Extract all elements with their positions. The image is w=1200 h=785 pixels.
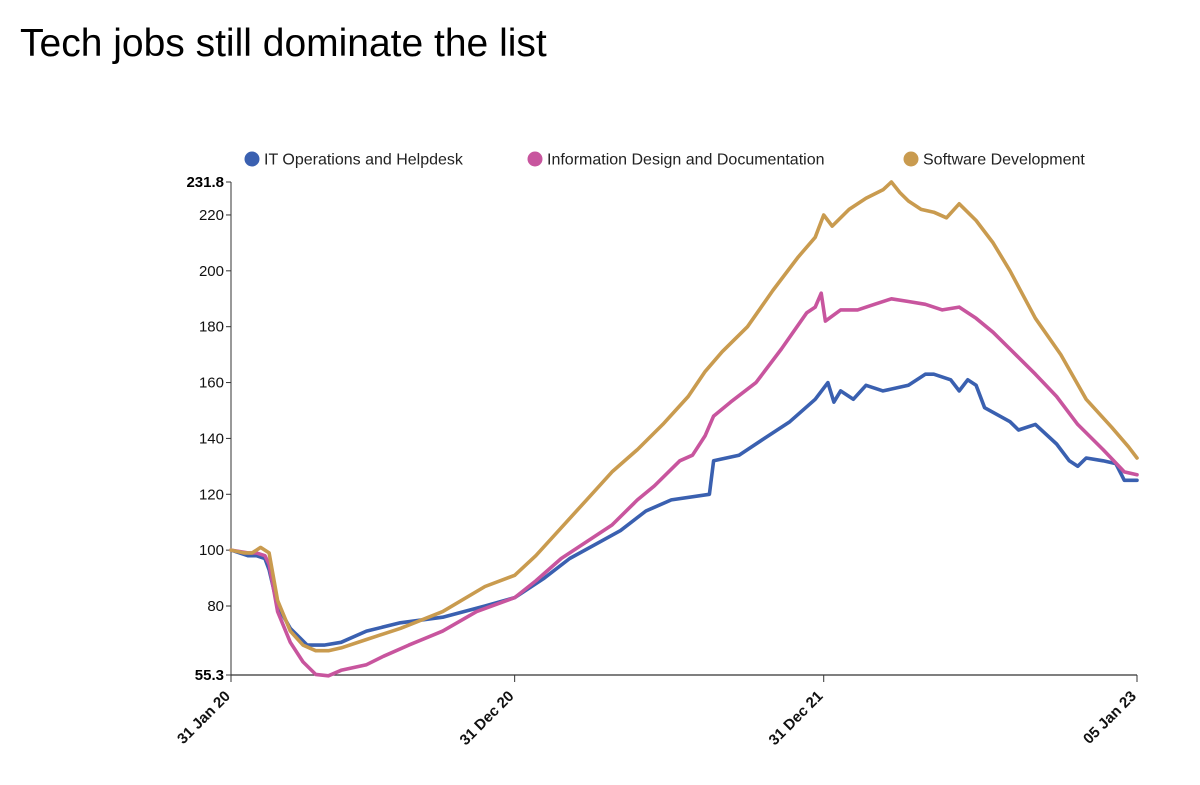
y-tick-label: 80 bbox=[207, 598, 224, 615]
y-tick-label: 160 bbox=[199, 375, 224, 392]
legend: IT Operations and Helpdesk Information De… bbox=[244, 151, 1085, 169]
y-tick-label: 200 bbox=[199, 263, 224, 280]
series-line-information-design-and-documentation bbox=[229, 291, 1139, 678]
y-tick-label: 140 bbox=[199, 430, 224, 447]
chart-title: Tech jobs still dominate the list bbox=[20, 22, 547, 65]
legend-marker-it-operations-and-helpdesk bbox=[244, 151, 260, 167]
plot-area bbox=[229, 180, 1139, 678]
y-axis: 80 100 120 140 160 180 200 220 231.8 55.3 bbox=[186, 174, 232, 684]
series-line-software-development bbox=[229, 180, 1139, 653]
y-tick-label: 180 bbox=[199, 319, 224, 336]
x-tick-label: 05 Jan 23 bbox=[1080, 688, 1140, 748]
y-tick-label: 120 bbox=[199, 486, 224, 503]
legend-marker-software-development bbox=[903, 151, 919, 167]
legend-marker-information-design-and-documentation bbox=[527, 151, 543, 167]
x-tick-label: 31 Dec 20 bbox=[457, 688, 518, 749]
y-tick-label: 100 bbox=[199, 542, 224, 559]
y-max-label: 231.8 bbox=[186, 174, 224, 191]
x-tick-label: 31 Jan 20 bbox=[174, 688, 234, 748]
y-min-label: 55.3 bbox=[195, 667, 224, 684]
x-axis: 31 Jan 20 31 Dec 20 31 Dec 21 05 Jan 23 bbox=[174, 674, 1140, 749]
y-tick-label: 220 bbox=[199, 207, 224, 224]
legend-label-information-design-and-documentation: Information Design and Documentation bbox=[547, 152, 825, 169]
legend-label-it-operations-and-helpdesk: IT Operations and Helpdesk bbox=[264, 152, 464, 169]
legend-label-software-development: Software Development bbox=[923, 152, 1085, 169]
series-line-it-operations-and-helpdesk bbox=[229, 372, 1139, 647]
x-tick-label: 31 Dec 21 bbox=[766, 688, 827, 749]
